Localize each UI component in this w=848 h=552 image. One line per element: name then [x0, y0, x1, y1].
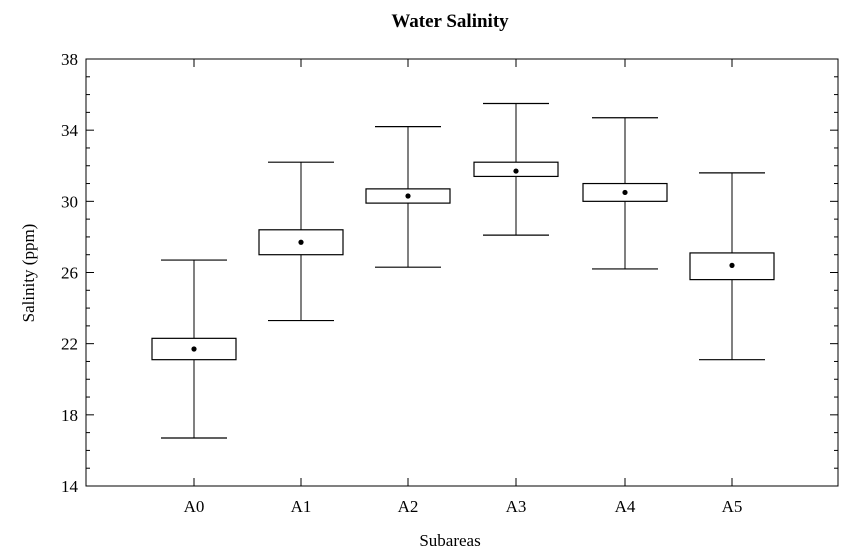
mean-marker	[513, 168, 519, 174]
y-axis-ticks: 14 18 22 26 30 34 38	[61, 50, 838, 496]
y-tick-label: 30	[61, 192, 78, 211]
box-a1	[258, 161, 344, 322]
box-a0	[151, 259, 237, 439]
mean-marker	[729, 262, 735, 268]
x-axis-label: Subareas	[419, 531, 480, 550]
mean-marker	[191, 346, 197, 352]
y-tick-label: 18	[61, 406, 78, 425]
y-tick-label: 38	[61, 50, 78, 69]
x-tick-label: A0	[184, 497, 205, 516]
y-tick-label: 34	[61, 121, 79, 140]
y-tick-label: 26	[61, 264, 78, 283]
box-a3	[473, 102, 559, 236]
mean-marker	[298, 239, 304, 245]
y-axis-label: Salinity (ppm)	[19, 224, 38, 323]
x-tick-label: A3	[506, 497, 527, 516]
y-tick-label: 22	[61, 335, 78, 354]
box-a4	[582, 117, 668, 270]
x-tick-label: A4	[615, 497, 636, 516]
x-axis-ticks: A0 A1 A2 A3 A4 A5	[184, 59, 743, 516]
box-a5	[689, 172, 775, 361]
chart-title: Water Salinity	[391, 11, 509, 32]
y-tick-label: 14	[61, 477, 79, 496]
x-tick-label: A1	[291, 497, 312, 516]
x-tick-label: A2	[398, 497, 419, 516]
x-tick-label: A5	[722, 497, 743, 516]
mean-marker	[405, 193, 411, 199]
box-series	[151, 102, 775, 439]
mean-marker	[622, 189, 628, 196]
box-a2	[365, 126, 451, 268]
